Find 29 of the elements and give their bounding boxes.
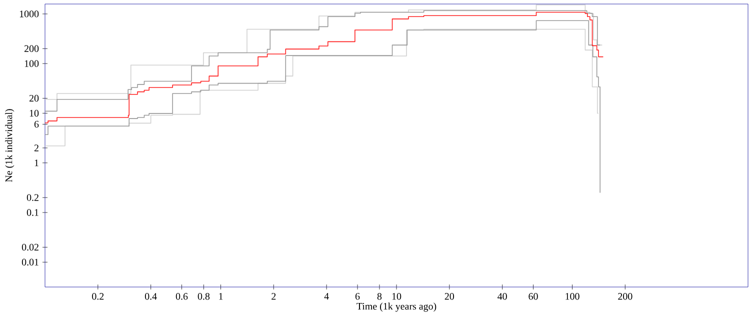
- x-tick-label: 6: [355, 293, 360, 300]
- x-tick-label: 4: [324, 292, 329, 300]
- y-tick-label: 0.02: [22, 244, 38, 251]
- y-tick-label: 0.1: [26, 209, 38, 216]
- y-tick-label: 1000: [20, 10, 39, 18]
- y-tick-label: 0.2: [26, 194, 38, 201]
- x-tick-label: 60: [528, 293, 538, 300]
- x-tick-label: 2: [272, 293, 276, 300]
- x-tick-label: 200: [618, 293, 632, 300]
- x-tick-label: 0.6: [176, 293, 188, 300]
- y-tick-label: 0.01: [22, 258, 38, 266]
- x-tick-label: 0.8: [198, 293, 210, 300]
- y-tick-label: 100: [24, 60, 39, 67]
- y-tick-label: 200: [24, 45, 39, 52]
- y-axis-title: Ne (1k individual): [5, 109, 14, 182]
- y-tick-label: 1: [34, 160, 38, 166]
- x-tick-label: 8: [377, 293, 382, 300]
- x-tick-label: 40: [498, 293, 507, 300]
- x-tick-label: 0.4: [144, 293, 157, 300]
- y-tick-label: 6: [34, 120, 39, 128]
- x-tick-label: 10: [392, 293, 402, 300]
- x-tick-label: 100: [566, 293, 580, 300]
- y-tick-label: 2: [34, 144, 38, 152]
- x-tick-label: 0.2: [92, 293, 104, 300]
- y-tick-label: 20: [29, 94, 39, 102]
- x-tick-label: 20: [444, 293, 454, 300]
- y-tick-label: 10: [30, 110, 39, 117]
- x-tick-label: 1: [219, 293, 223, 300]
- x-axis-title: Time (1k years ago): [356, 302, 436, 312]
